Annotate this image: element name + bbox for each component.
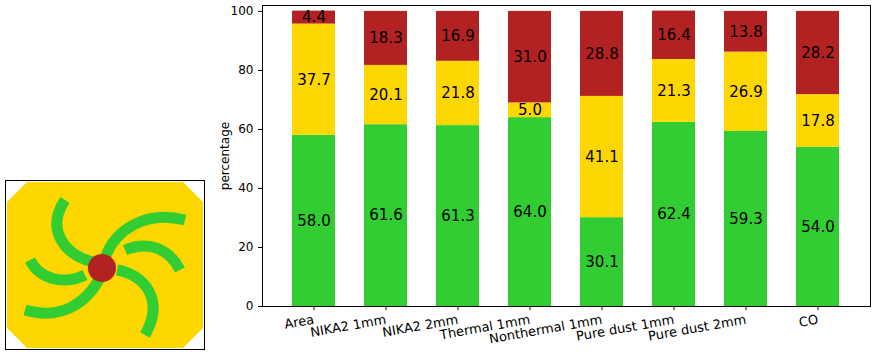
svg-text:61.3: 61.3 (441, 207, 474, 225)
svg-text:31.0: 31.0 (513, 48, 546, 66)
svg-text:5.0: 5.0 (518, 101, 542, 119)
svg-text:Thermal 1mm: Thermal 1mm (438, 311, 532, 343)
svg-text:62.4: 62.4 (657, 205, 690, 223)
svg-text:20.1: 20.1 (369, 86, 402, 104)
svg-text:20: 20 (238, 240, 253, 254)
svg-text:Pure dust 2mm: Pure dust 2mm (647, 312, 747, 344)
svg-text:16.9: 16.9 (441, 27, 474, 45)
svg-text:30.1: 30.1 (585, 253, 618, 271)
svg-text:4.4: 4.4 (302, 8, 326, 26)
svg-text:28.2: 28.2 (801, 44, 834, 62)
svg-text:41.1: 41.1 (585, 148, 618, 166)
svg-text:80: 80 (238, 63, 253, 77)
svg-text:18.3: 18.3 (369, 29, 402, 47)
svg-text:percentage: percentage (218, 122, 232, 190)
svg-text:NIKA2 2mm: NIKA2 2mm (381, 311, 460, 340)
svg-text:Nonthermal 1mm: Nonthermal 1mm (488, 311, 604, 347)
svg-text:Pure dust 1mm: Pure dust 1mm (575, 311, 676, 344)
svg-text:40: 40 (238, 181, 253, 195)
svg-text:NIKA2 1mm: NIKA2 1mm (309, 312, 387, 340)
svg-text:58.0: 58.0 (297, 212, 330, 230)
svg-text:100: 100 (231, 4, 254, 18)
svg-text:13.8: 13.8 (729, 23, 762, 41)
svg-text:26.9: 26.9 (729, 83, 762, 101)
svg-text:0: 0 (246, 299, 254, 313)
svg-text:Area: Area (283, 311, 316, 332)
svg-text:16.4: 16.4 (657, 26, 690, 44)
svg-text:60: 60 (238, 122, 253, 136)
svg-text:21.8: 21.8 (441, 84, 474, 102)
svg-text:17.8: 17.8 (801, 112, 834, 130)
svg-text:61.6: 61.6 (369, 206, 402, 224)
svg-text:28.8: 28.8 (585, 45, 618, 63)
svg-text:54.0: 54.0 (801, 218, 834, 236)
svg-text:37.7: 37.7 (297, 71, 330, 89)
svg-text:21.3: 21.3 (657, 82, 690, 100)
svg-text:64.0: 64.0 (513, 203, 546, 221)
svg-text:59.3: 59.3 (729, 210, 762, 228)
svg-text:CO: CO (798, 312, 820, 330)
